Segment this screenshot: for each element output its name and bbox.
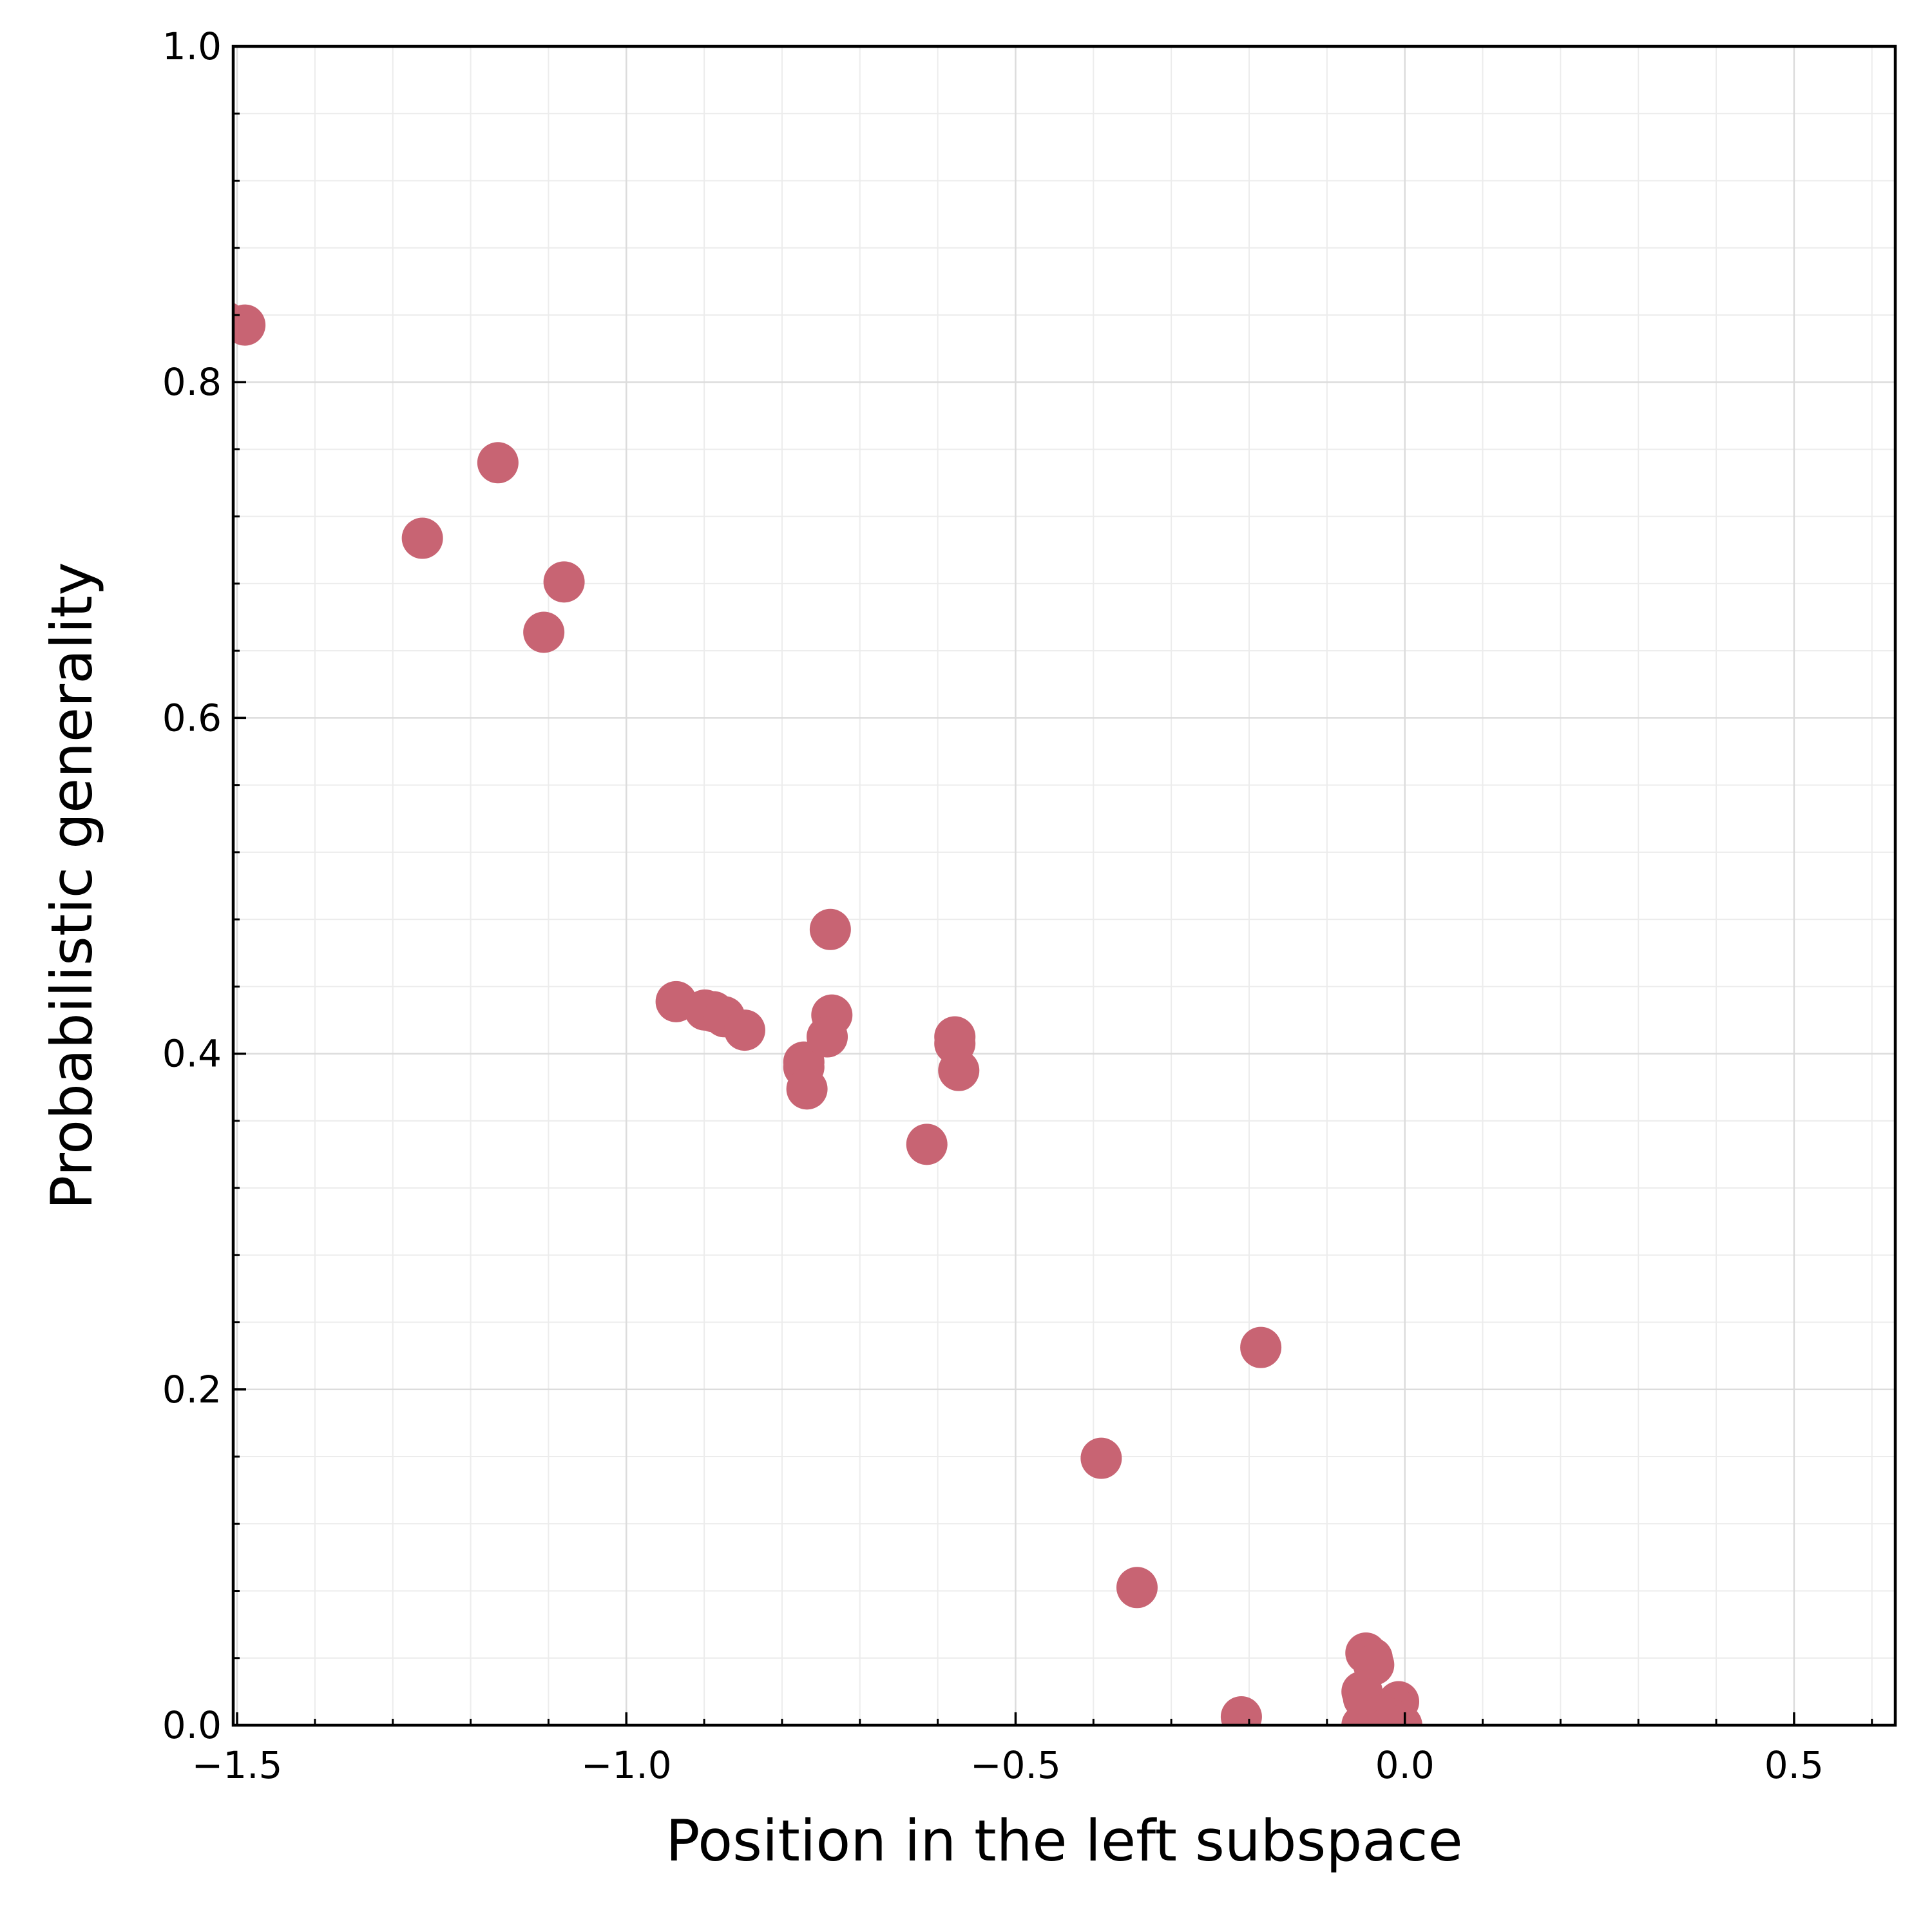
y-tick-label: 0.6 xyxy=(162,696,222,740)
data-point xyxy=(477,442,519,484)
data-point xyxy=(401,517,443,559)
data-point xyxy=(786,1068,828,1110)
data-point xyxy=(1240,1326,1282,1368)
x-tick-label: −0.5 xyxy=(970,1743,1061,1787)
data-point xyxy=(1220,1696,1262,1725)
data-point xyxy=(1116,1567,1158,1609)
plot-frame xyxy=(231,44,1897,1727)
y-axis-tick-labels: 0.0 0.2 0.4 0.6 0.8 1.0 xyxy=(162,24,222,1747)
data-point xyxy=(723,1009,765,1051)
x-tick-label: 0.0 xyxy=(1375,1743,1435,1787)
y-tick-label: 0.2 xyxy=(162,1368,222,1411)
x-axis-tick-labels: −1.5 −1.0 −0.5 0.0 0.5 xyxy=(192,1743,1824,1787)
data-point xyxy=(233,304,266,346)
x-tick-label: −1.5 xyxy=(192,1743,283,1787)
data-point xyxy=(1080,1437,1122,1479)
data-point xyxy=(523,611,565,653)
data-point xyxy=(1381,1705,1422,1725)
y-tick-label: 1.0 xyxy=(162,24,222,68)
data-point xyxy=(809,908,851,950)
axis-ticks xyxy=(233,45,1873,1726)
data-points xyxy=(233,302,1422,1725)
y-axis-title: Probabilistic generality xyxy=(39,562,105,1209)
y-tick-label: 0.0 xyxy=(162,1703,222,1747)
x-tick-label: 0.5 xyxy=(1765,1743,1824,1787)
x-axis-title: Position in the left subspace xyxy=(665,1808,1462,1874)
x-tick-label: −1.0 xyxy=(581,1743,672,1787)
y-tick-label: 0.4 xyxy=(162,1032,222,1076)
minor-gridlines xyxy=(233,46,1895,1725)
y-tick-label: 0.8 xyxy=(162,360,222,404)
data-point xyxy=(906,1124,948,1165)
data-point xyxy=(938,1049,980,1091)
data-point xyxy=(807,1016,848,1058)
data-point xyxy=(543,561,585,603)
major-gridlines xyxy=(233,45,1895,1726)
